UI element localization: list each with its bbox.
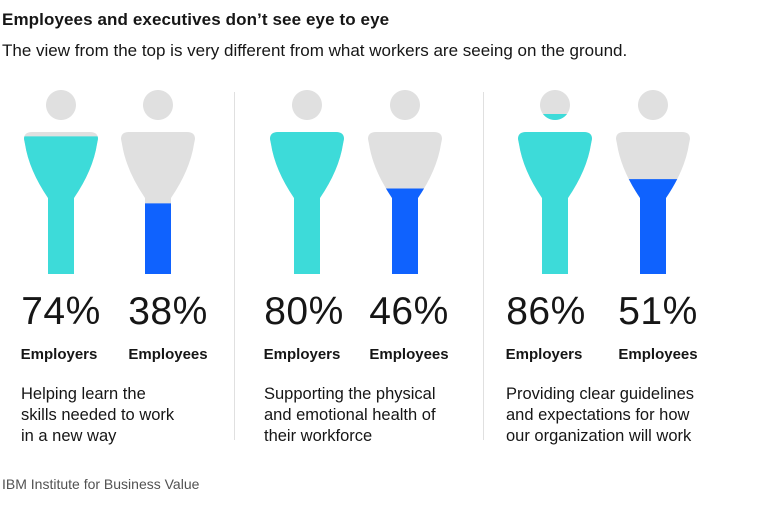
person-figure-svg bbox=[616, 90, 690, 274]
percent-label: 38% bbox=[128, 290, 208, 333]
description-line: skills needed to work bbox=[21, 406, 175, 424]
series-label: Employees bbox=[369, 346, 449, 363]
person-figure-svg bbox=[270, 90, 344, 274]
percent-label: 80% bbox=[264, 290, 344, 333]
figure-head-background bbox=[539, 90, 570, 120]
person-figure-employers bbox=[266, 88, 348, 276]
series-label: Employees bbox=[618, 346, 698, 363]
series-label: Employees bbox=[128, 346, 208, 363]
description-line: our organization will work bbox=[506, 427, 692, 445]
figure-head-background bbox=[291, 90, 322, 120]
percent-label: 74% bbox=[21, 290, 101, 333]
value-fill-employees bbox=[628, 179, 678, 274]
group-divider bbox=[483, 92, 484, 440]
person-figure-svg bbox=[121, 90, 195, 274]
person-figure-svg bbox=[368, 90, 442, 274]
category-description: Helping learn the skills needed to work … bbox=[21, 384, 231, 447]
figure-head-background bbox=[142, 90, 173, 120]
description-line: and expectations for how bbox=[506, 406, 690, 424]
person-figure-employees bbox=[364, 88, 446, 276]
description-line: their workforce bbox=[264, 427, 373, 445]
category-description: Supporting the physical and emotional he… bbox=[264, 384, 474, 447]
percent-label: 51% bbox=[618, 290, 698, 333]
source-note: IBM Institute for Business Value bbox=[2, 476, 200, 492]
figure-head-fill bbox=[543, 114, 567, 120]
person-figure-employers bbox=[514, 88, 596, 276]
series-label: Employers bbox=[505, 346, 583, 363]
series-label: Employers bbox=[263, 346, 341, 363]
value-fill-employers bbox=[270, 132, 344, 274]
description-line: in a new way bbox=[21, 427, 117, 445]
person-figure-employees bbox=[612, 88, 694, 276]
series-label: Employers bbox=[20, 346, 98, 363]
category-description: Providing clear guidelines and expectati… bbox=[506, 384, 716, 447]
figure-head-background bbox=[637, 90, 668, 120]
figure-head-background bbox=[389, 90, 420, 120]
value-fill-employers bbox=[24, 136, 98, 274]
person-figure-svg bbox=[518, 90, 592, 274]
value-fill-employers bbox=[518, 114, 592, 274]
person-figure-employees bbox=[117, 88, 199, 276]
figure-body-background bbox=[121, 132, 195, 274]
group-divider bbox=[234, 92, 235, 440]
percent-label: 86% bbox=[506, 290, 586, 333]
figure-body-fill bbox=[385, 188, 425, 274]
chart-subtitle: The view from the top is very different … bbox=[2, 41, 628, 60]
person-figure-svg bbox=[24, 90, 98, 274]
description-line: Supporting the physical bbox=[264, 385, 436, 403]
value-fill-employees bbox=[145, 203, 171, 274]
figure-body-fill bbox=[628, 179, 678, 274]
figure-body-fill bbox=[270, 132, 344, 274]
value-fill-employees bbox=[385, 188, 425, 274]
figure-body-fill bbox=[518, 132, 592, 274]
percent-label: 46% bbox=[369, 290, 449, 333]
description-line: and emotional health of bbox=[264, 406, 436, 424]
description-line: Helping learn the bbox=[21, 385, 146, 403]
description-line: Providing clear guidelines bbox=[506, 385, 695, 403]
person-figure-employers bbox=[20, 88, 102, 276]
figure-body-fill bbox=[145, 203, 171, 274]
chart-title: Employees and executives don’t see eye t… bbox=[2, 10, 390, 29]
figure-body-fill bbox=[24, 136, 98, 274]
figure-head-background bbox=[45, 90, 76, 120]
